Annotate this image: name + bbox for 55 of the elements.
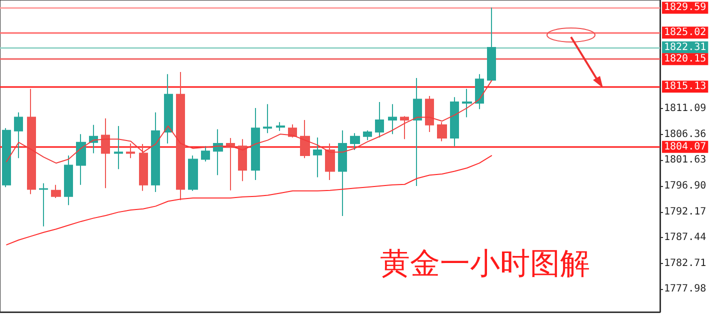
line-series bbox=[6, 154, 492, 246]
candlestick bbox=[27, 88, 36, 195]
ref-line-label: 1820.15 bbox=[664, 54, 706, 65]
candlestick bbox=[276, 122, 285, 132]
y-tick-label: 1801.63 bbox=[664, 154, 706, 166]
candlestick bbox=[126, 142, 135, 159]
ref-line-label: 1822.31 bbox=[664, 42, 706, 53]
candlestick bbox=[475, 74, 484, 110]
candlestick bbox=[450, 96, 459, 147]
y-tick-label: 1792.17 bbox=[664, 206, 706, 218]
ref-line-label: 1815.13 bbox=[664, 81, 706, 92]
candlestick bbox=[375, 102, 384, 138]
candlestick bbox=[338, 130, 347, 216]
candlestick bbox=[64, 154, 73, 206]
candlestick bbox=[263, 104, 272, 134]
y-tick-label: 1787.44 bbox=[664, 232, 706, 244]
y-tick-label: 1782.71 bbox=[664, 258, 706, 269]
candlestick bbox=[188, 154, 198, 192]
candlestick bbox=[101, 118, 110, 189]
y-tick-label: 1777.98 bbox=[664, 284, 706, 295]
candlestick bbox=[51, 184, 61, 198]
candlestick bbox=[76, 134, 86, 186]
y-tick-label: 1806.36 bbox=[664, 128, 706, 140]
candlestick bbox=[139, 144, 148, 192]
candlestick bbox=[325, 142, 335, 180]
y-tick-label: 1796.90 bbox=[664, 180, 706, 192]
candlestick bbox=[437, 122, 447, 142]
candlestick bbox=[226, 138, 235, 191]
candlestick bbox=[114, 126, 123, 170]
ref-line-label: 1829.59 bbox=[664, 2, 706, 14]
candlestick bbox=[487, 7, 496, 81]
candlestick bbox=[425, 96, 434, 132]
candlestick bbox=[350, 132, 360, 150]
ref-line-label: 1804.07 bbox=[664, 141, 706, 152]
candlestick bbox=[39, 182, 48, 227]
candlestick bbox=[213, 128, 223, 176]
candlestick bbox=[164, 74, 173, 144]
candlestick bbox=[462, 88, 472, 118]
candlestick bbox=[313, 136, 322, 178]
candlestick bbox=[413, 78, 422, 186]
candlestick bbox=[400, 116, 409, 140]
candlestick bbox=[176, 72, 185, 201]
line-series bbox=[6, 80, 492, 164]
candlestick bbox=[201, 146, 210, 162]
candlestick bbox=[238, 138, 247, 182]
candlestick bbox=[300, 120, 310, 159]
candlestick bbox=[14, 112, 23, 159]
candlestick bbox=[151, 112, 160, 192]
text: 黄金一小时图解 bbox=[380, 246, 590, 282]
candlestick bbox=[251, 108, 260, 180]
y-tick-label: 1811.09 bbox=[664, 103, 706, 114]
candlestick bbox=[388, 104, 397, 135]
candlestick bbox=[363, 130, 372, 141]
ref-line-label: 1825.02 bbox=[664, 27, 706, 38]
candlestick bbox=[2, 128, 11, 188]
